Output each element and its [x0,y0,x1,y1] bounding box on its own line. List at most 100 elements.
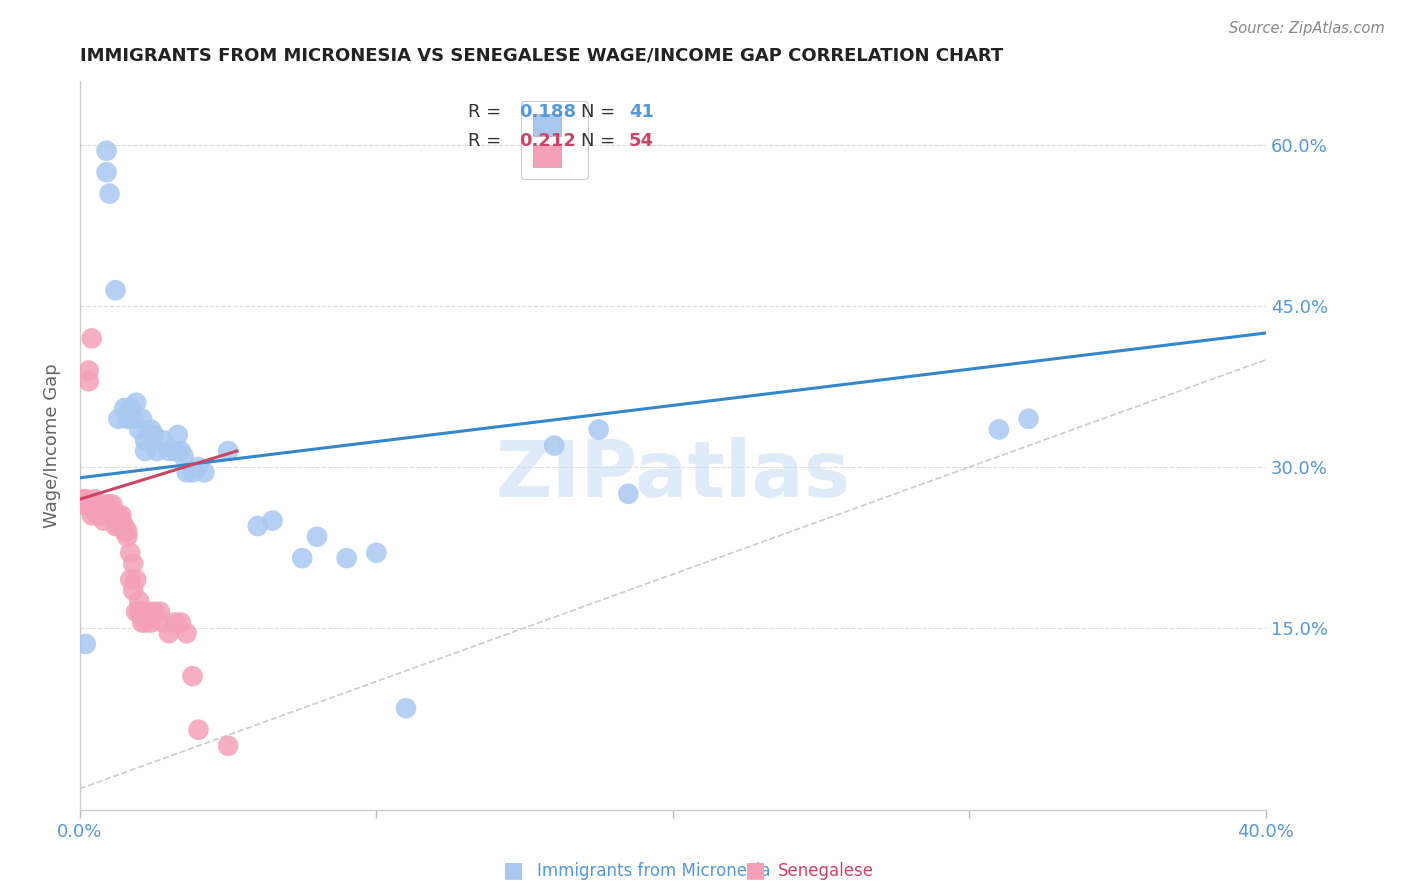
Point [75,637,97,651]
Point [77,374,100,388]
Point [80,508,103,523]
Point [143,605,166,619]
Point [112,524,135,539]
Point [107,508,129,523]
Text: 54: 54 [628,132,654,150]
Text: R =: R = [468,132,506,150]
Text: ■: ■ [745,861,765,880]
Text: Immigrants from Micronesia: Immigrants from Micronesia [537,863,770,880]
Point [157,444,180,458]
Point [169,615,191,630]
Point [169,444,191,458]
Point [163,444,186,458]
Text: N =: N = [582,132,621,150]
Point [305,530,328,544]
Point [83,503,105,517]
Point [262,514,284,528]
Point [128,605,150,619]
Point [617,487,640,501]
Point [134,444,156,458]
Point [104,519,127,533]
Point [163,615,186,630]
Text: 0.188: 0.188 [519,103,576,120]
Point [987,423,1010,437]
Point [96,165,118,179]
Point [96,498,118,512]
Point [176,466,198,480]
Point [543,439,565,453]
Point [131,411,153,425]
Point [149,605,172,619]
Point [152,434,174,448]
Point [291,551,314,566]
Point [336,551,359,566]
Point [98,508,121,523]
Point [139,423,162,437]
Legend: , : , [520,101,588,179]
Point [110,514,132,528]
Point [128,423,150,437]
Point [217,444,239,458]
Point [122,583,145,598]
Text: 0.212: 0.212 [519,132,575,150]
Point [120,573,142,587]
Point [125,395,148,409]
Point [77,363,100,377]
Point [93,514,115,528]
Point [90,508,112,523]
Point [143,428,166,442]
Point [193,466,215,480]
Text: Senegalese: Senegalese [778,863,873,880]
Text: ■: ■ [503,861,523,880]
Text: R =: R = [468,103,506,120]
Point [1018,411,1040,425]
Point [117,524,139,539]
Point [80,331,103,345]
Point [96,144,118,158]
Point [157,626,180,640]
Text: N =: N = [582,103,621,120]
Text: 41: 41 [628,103,654,120]
Point [72,492,94,507]
Point [187,723,209,737]
Point [125,605,148,619]
Point [395,701,418,715]
Point [98,186,121,201]
Point [176,626,198,640]
Point [117,411,139,425]
Point [104,283,127,297]
Point [122,411,145,425]
Point [101,508,124,523]
Point [187,460,209,475]
Point [181,466,204,480]
Point [112,401,135,415]
Point [134,434,156,448]
Point [134,615,156,630]
Point [122,557,145,571]
Point [120,546,142,560]
Point [120,401,142,415]
Y-axis label: Wage/Income Gap: Wage/Income Gap [44,363,60,528]
Point [98,498,121,512]
Point [217,739,239,753]
Point [83,492,105,507]
Point [75,492,97,507]
Point [139,615,162,630]
Point [588,423,610,437]
Point [125,573,148,587]
Text: Source: ZipAtlas.com: Source: ZipAtlas.com [1229,21,1385,36]
Point [101,498,124,512]
Point [173,450,195,464]
Point [131,615,153,630]
Point [104,508,127,523]
Point [107,411,129,425]
Text: ZIPatlas: ZIPatlas [495,437,851,513]
Point [93,503,115,517]
Point [75,498,97,512]
Point [117,530,139,544]
Text: IMMIGRANTS FROM MICRONESIA VS SENEGALESE WAGE/INCOME GAP CORRELATION CHART: IMMIGRANTS FROM MICRONESIA VS SENEGALESE… [80,46,1002,64]
Point [152,615,174,630]
Point [72,498,94,512]
Point [107,519,129,533]
Point [77,498,100,512]
